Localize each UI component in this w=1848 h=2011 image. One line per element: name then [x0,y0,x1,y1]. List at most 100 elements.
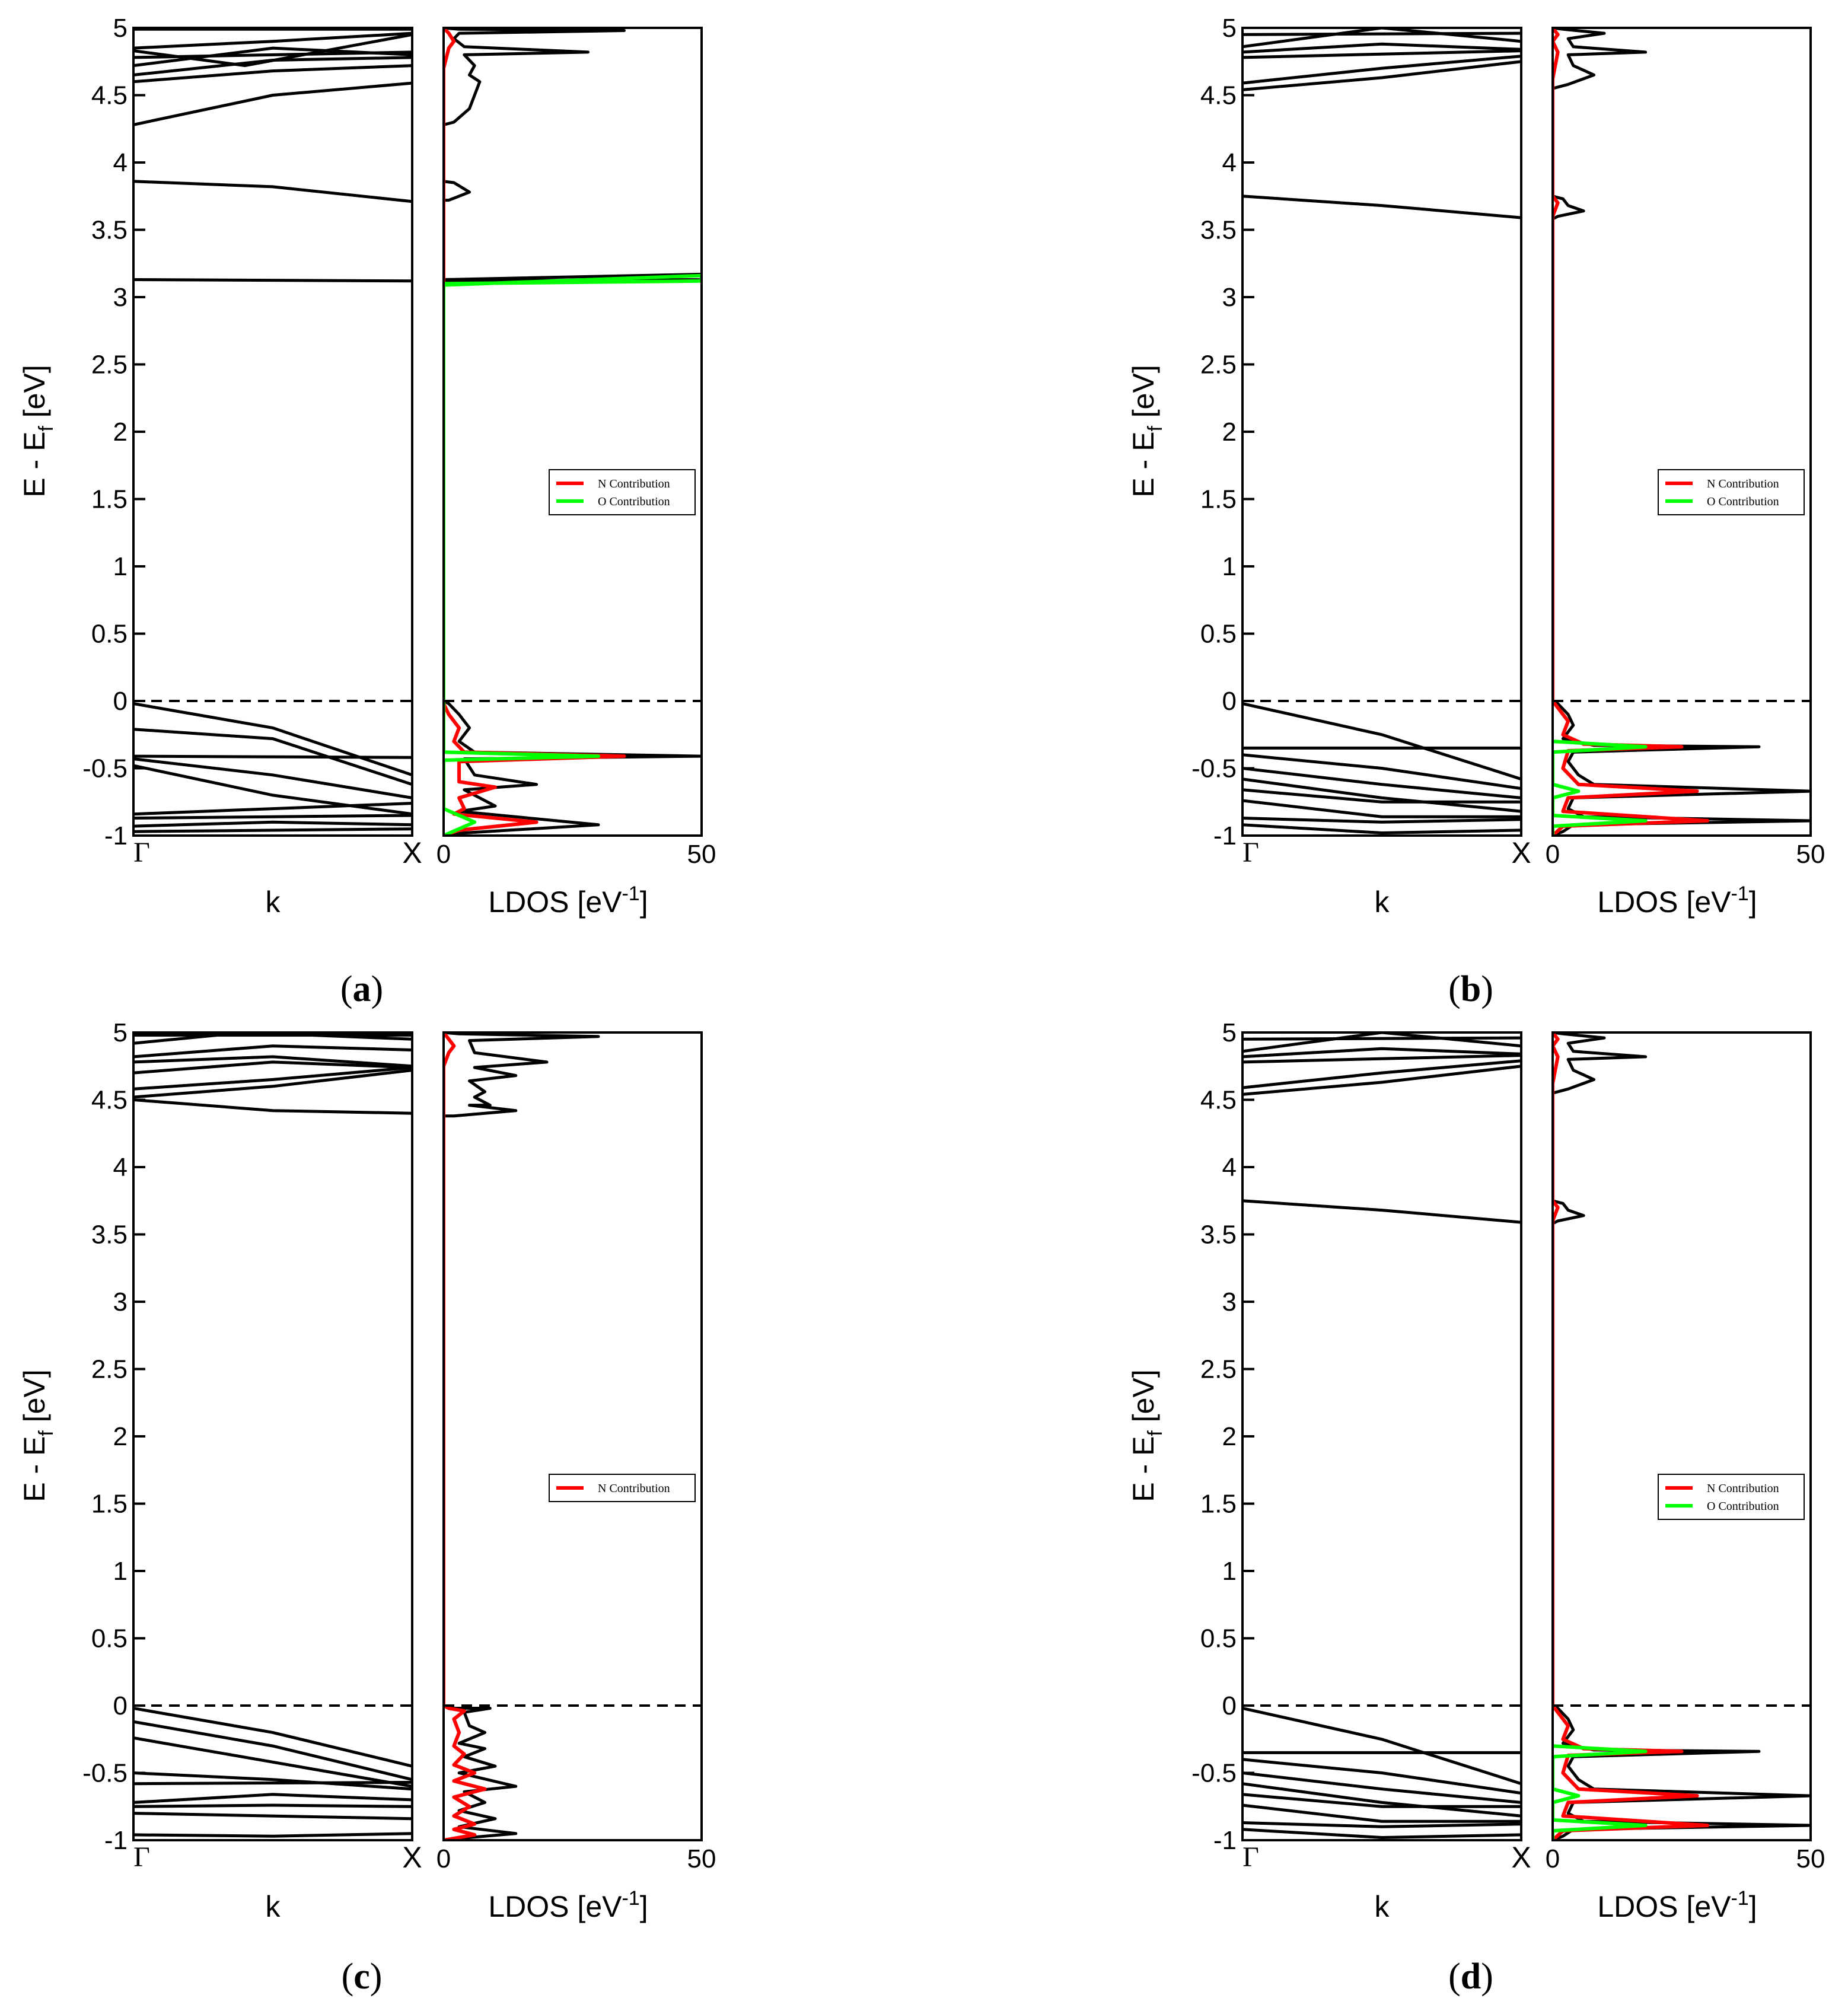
y-tick-label: 2 [113,1422,128,1451]
band-line [1242,1782,1521,1818]
caption-close-paren: ) [1481,1956,1493,1997]
band-line [133,728,412,786]
band-line [133,1771,412,1791]
band-line [1242,702,1521,781]
band-line [133,757,412,799]
k-point-label-gamma: Γ [133,1841,150,1873]
y-axis-label-unit: [eV] [18,1369,51,1430]
ldos-series-n-contribution [1553,1032,1709,1840]
band-line [1242,1771,1521,1804]
k-point-label-x: X [402,1841,422,1874]
legend-box [1658,469,1805,515]
band-line [133,31,412,50]
y-tick-label: 3 [113,283,128,312]
band-line [1242,55,1521,85]
band-line [133,1060,412,1075]
band-line [1242,42,1521,54]
band-line [1242,777,1521,813]
y-tick-label: -1 [1213,821,1237,850]
band-line [1242,753,1521,791]
y-axis-label-unit: [eV] [1127,365,1160,426]
band-line [1242,1828,1521,1840]
y-axis-label-main: E - E [1127,432,1160,498]
band-line [133,64,412,84]
band-line [133,754,412,759]
band-line [133,1066,412,1091]
y-tick-label: 5 [113,1018,128,1047]
y-tick-label: 2.5 [1200,1355,1237,1384]
y-tick-label: -1 [104,1826,128,1855]
y-axis-label-subscript: f [35,1430,58,1436]
legend-entry: N Contribution [598,477,670,490]
band-line [1242,788,1521,804]
y-tick-label: 5 [1222,14,1237,43]
band-line [133,1736,412,1788]
y-axis-label-unit: [eV] [1127,1369,1160,1430]
y-axis-label: E - Ef [eV] [18,365,58,497]
panel-caption: (a) [340,969,383,1009]
ldos-series-n-contribution [1553,28,1709,836]
band-line [133,802,412,816]
legend-entry: O Contribution [1707,495,1779,508]
y-tick-label: 5 [113,14,128,43]
ldos-x-tick-label: 50 [1796,840,1825,869]
caption-open-paren: ( [1448,969,1461,1009]
band-line [1242,1047,1521,1059]
k-point-label-x: X [402,836,422,869]
ldos-series-total [444,1032,600,1840]
ldos-x-axis-label: LDOS [eV-1] [1597,1887,1757,1923]
legend-entry: O Contribution [1707,1500,1779,1513]
band-line [1242,31,1521,36]
band-line [1242,195,1521,219]
y-tick-label: 3.5 [1200,216,1237,245]
y-tick-label: 1 [113,552,128,581]
ldos-x-tick-label: 50 [687,840,716,869]
y-tick-label: 3.5 [91,216,128,245]
band-line [133,1098,412,1115]
caption-letter: a [353,969,371,1009]
caption-open-paren: ( [342,1956,354,1997]
y-tick-label: 2 [1222,418,1237,447]
ldos-series-o-contribution [444,273,702,836]
ldos-frame [1551,27,1812,837]
band-line [1242,1036,1521,1041]
y-tick-label: -0.5 [1191,1759,1237,1788]
band-lines [1242,1032,1521,1840]
panel-caption: (b) [1448,969,1493,1009]
x-axis-label: k [266,1890,281,1923]
k-point-label-gamma: Γ [133,837,150,868]
ldos-x-axis-label-main: LDOS [eV [1597,1890,1731,1923]
ldos-x-axis-label-superscript: -1 [622,882,639,905]
band-line [133,814,412,820]
k-point-label-gamma: Γ [1242,1841,1259,1873]
band-line [133,1780,412,1786]
ldos-x-axis-label-main: LDOS [eV [488,885,622,919]
band-line [1242,1032,1521,1053]
band-line [133,81,412,126]
ldos-lines [1553,1032,1811,1840]
y-tick-label: 0.5 [91,1624,128,1653]
y-tick-label: -0.5 [82,1759,128,1788]
y-tick-label: 1 [1222,552,1237,581]
y-tick-label: 4.5 [91,1086,128,1115]
y-tick-label: 0.5 [1200,620,1237,649]
panel-a: 54.543.532.521.510.50-0.5-1Γ XkE - Ef [eV… [18,14,716,1009]
y-tick-label: 0 [113,1691,128,1720]
caption-close-paren: ) [370,1956,383,1997]
y-tick-label: 3 [113,1287,128,1317]
y-tick-label: 2.5 [91,1355,128,1384]
y-tick-label: 4.5 [91,81,128,110]
ldos-x-tick-label: 50 [1796,1844,1825,1873]
y-tick-label: 2.5 [91,350,128,380]
band-line [1242,1707,1521,1786]
y-tick-label: 0 [113,687,128,716]
ldos-x-axis-label: LDOS [eV-1] [488,882,648,919]
x-axis-label: k [1375,885,1390,919]
band-line [133,180,412,203]
ldos-x-tick-label: 50 [687,1844,716,1873]
band-line [133,1803,412,1808]
band-line [133,827,412,833]
band-line [133,820,412,828]
ldos-x-axis-label-end: ] [1749,885,1757,919]
y-axis-label-main: E - E [18,432,51,498]
